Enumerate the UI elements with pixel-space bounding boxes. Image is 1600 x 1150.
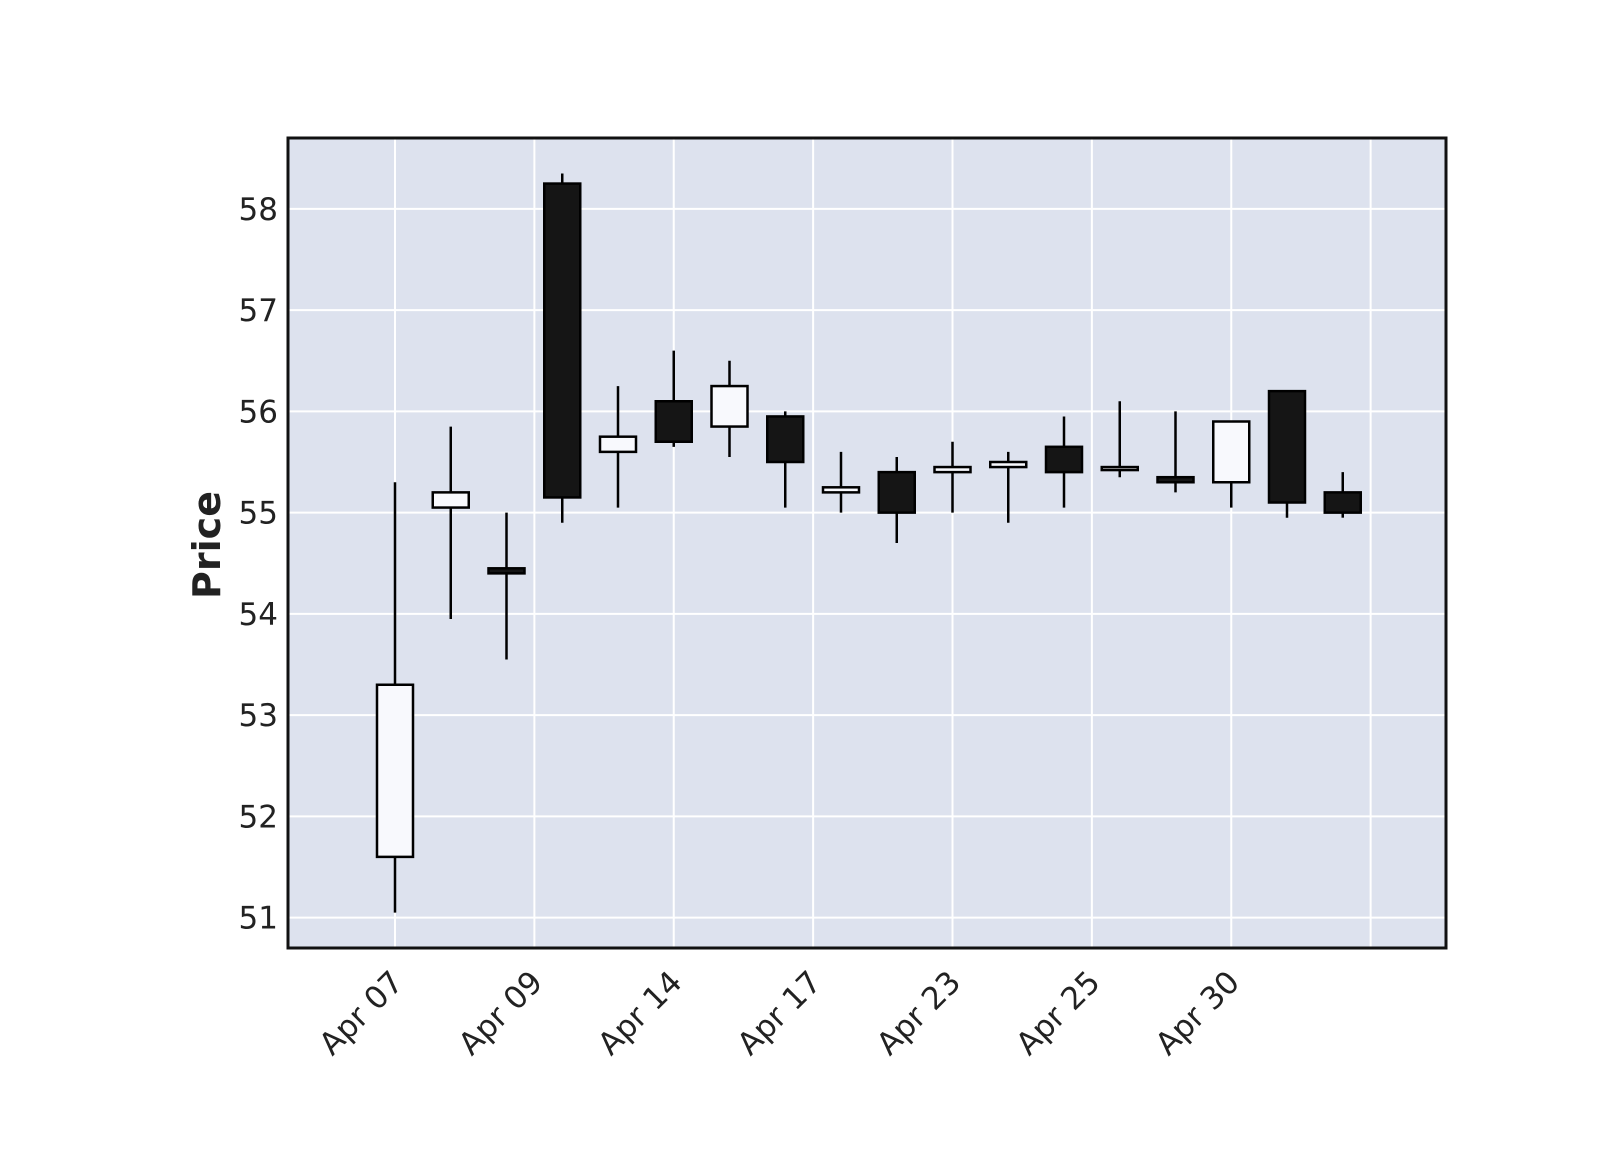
candle-up: [598, 386, 638, 508]
y-tick-label: 53: [239, 698, 278, 734]
y-tick-label: 58: [239, 192, 278, 228]
candle-body: [1267, 389, 1307, 504]
candle-body: [1212, 420, 1251, 484]
y-tick-label: 52: [239, 799, 278, 835]
y-tick-label: 51: [239, 901, 278, 937]
candle-up: [821, 451, 861, 513]
x-tick-labels: Apr 07 Apr 09 Apr 14 Apr 17 Apr 23 Apr 25 Apr …: [312, 964, 1246, 1062]
candle-body: [431, 491, 470, 509]
candle-down: [487, 512, 526, 660]
y-tick-label: 55: [239, 496, 278, 532]
candle-body: [1323, 491, 1362, 514]
y-tick-labels: 51 52 53 54 55 56 57 58: [239, 192, 278, 937]
plot-background: [288, 138, 1446, 948]
candle-down: [1044, 416, 1084, 508]
x-tick-label: Apr 17: [731, 964, 829, 1062]
candle-body: [989, 460, 1028, 469]
x-tick-label: Apr 25: [1009, 964, 1107, 1062]
candle-up: [1212, 420, 1251, 508]
candle-up: [375, 482, 415, 913]
candle-body: [543, 182, 582, 499]
candle-body: [598, 435, 638, 454]
candle-up: [431, 426, 470, 619]
y-tick-label: 54: [239, 597, 278, 633]
candle-up: [710, 360, 749, 457]
plot-frame: [286, 136, 1448, 950]
candle-down: [766, 411, 805, 508]
candle-body: [766, 415, 805, 464]
candle-body: [1044, 445, 1084, 474]
y-tick-label: 57: [239, 293, 278, 329]
x-gridlines: [394, 138, 1372, 948]
candle-body: [710, 384, 749, 428]
candle-body: [933, 465, 972, 474]
x-tick-label: Apr 09: [452, 964, 550, 1062]
y-gridlines: [288, 207, 1446, 919]
x-tick-label: Apr 14: [591, 964, 689, 1062]
candles-layer: [375, 173, 1362, 913]
y-tick-label: 56: [239, 394, 278, 430]
candle-body: [821, 486, 861, 494]
candle-body: [375, 683, 415, 859]
candle-down: [1267, 389, 1307, 518]
candle-down: [543, 173, 582, 523]
x-tick-label: Apr 07: [312, 964, 410, 1062]
x-tick-label: Apr 30: [1149, 964, 1247, 1062]
candle-down: [1323, 472, 1362, 518]
x-tick-label: Apr 23: [870, 964, 968, 1062]
candle-up: [989, 451, 1028, 523]
candle-body: [487, 567, 526, 575]
y-axis-label: Price: [185, 491, 229, 599]
candle-up: [933, 441, 972, 513]
candle-down: [654, 350, 693, 447]
candle-down: [877, 456, 916, 543]
candle-down: [1156, 411, 1195, 493]
candle-body: [1100, 465, 1139, 472]
candle-body: [1156, 475, 1195, 484]
candle-up: [1100, 401, 1139, 478]
candle-body: [877, 470, 916, 514]
candle-body: [654, 400, 693, 443]
